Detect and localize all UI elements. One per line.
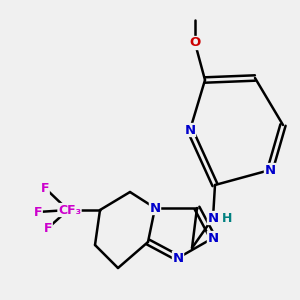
Text: F: F [34,206,42,218]
Text: N: N [264,164,276,176]
Text: N: N [149,202,161,214]
Text: F: F [44,221,52,235]
Text: N: N [184,124,196,136]
Text: O: O [189,37,201,50]
Text: H: H [221,212,232,224]
Text: F: F [41,182,49,194]
Text: CF₃: CF₃ [58,203,81,217]
Text: N: N [207,212,219,224]
Text: N: N [207,232,219,244]
Text: N: N [172,251,184,265]
